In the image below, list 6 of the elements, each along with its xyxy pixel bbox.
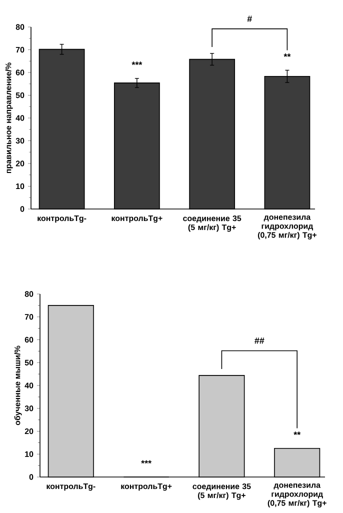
annotation: **: [284, 53, 291, 57]
annotation: ***: [141, 460, 152, 464]
annotation: ##: [254, 338, 264, 344]
annotation: ***: [132, 62, 142, 66]
annotation: **: [294, 432, 301, 435]
text: #: [247, 16, 252, 22]
